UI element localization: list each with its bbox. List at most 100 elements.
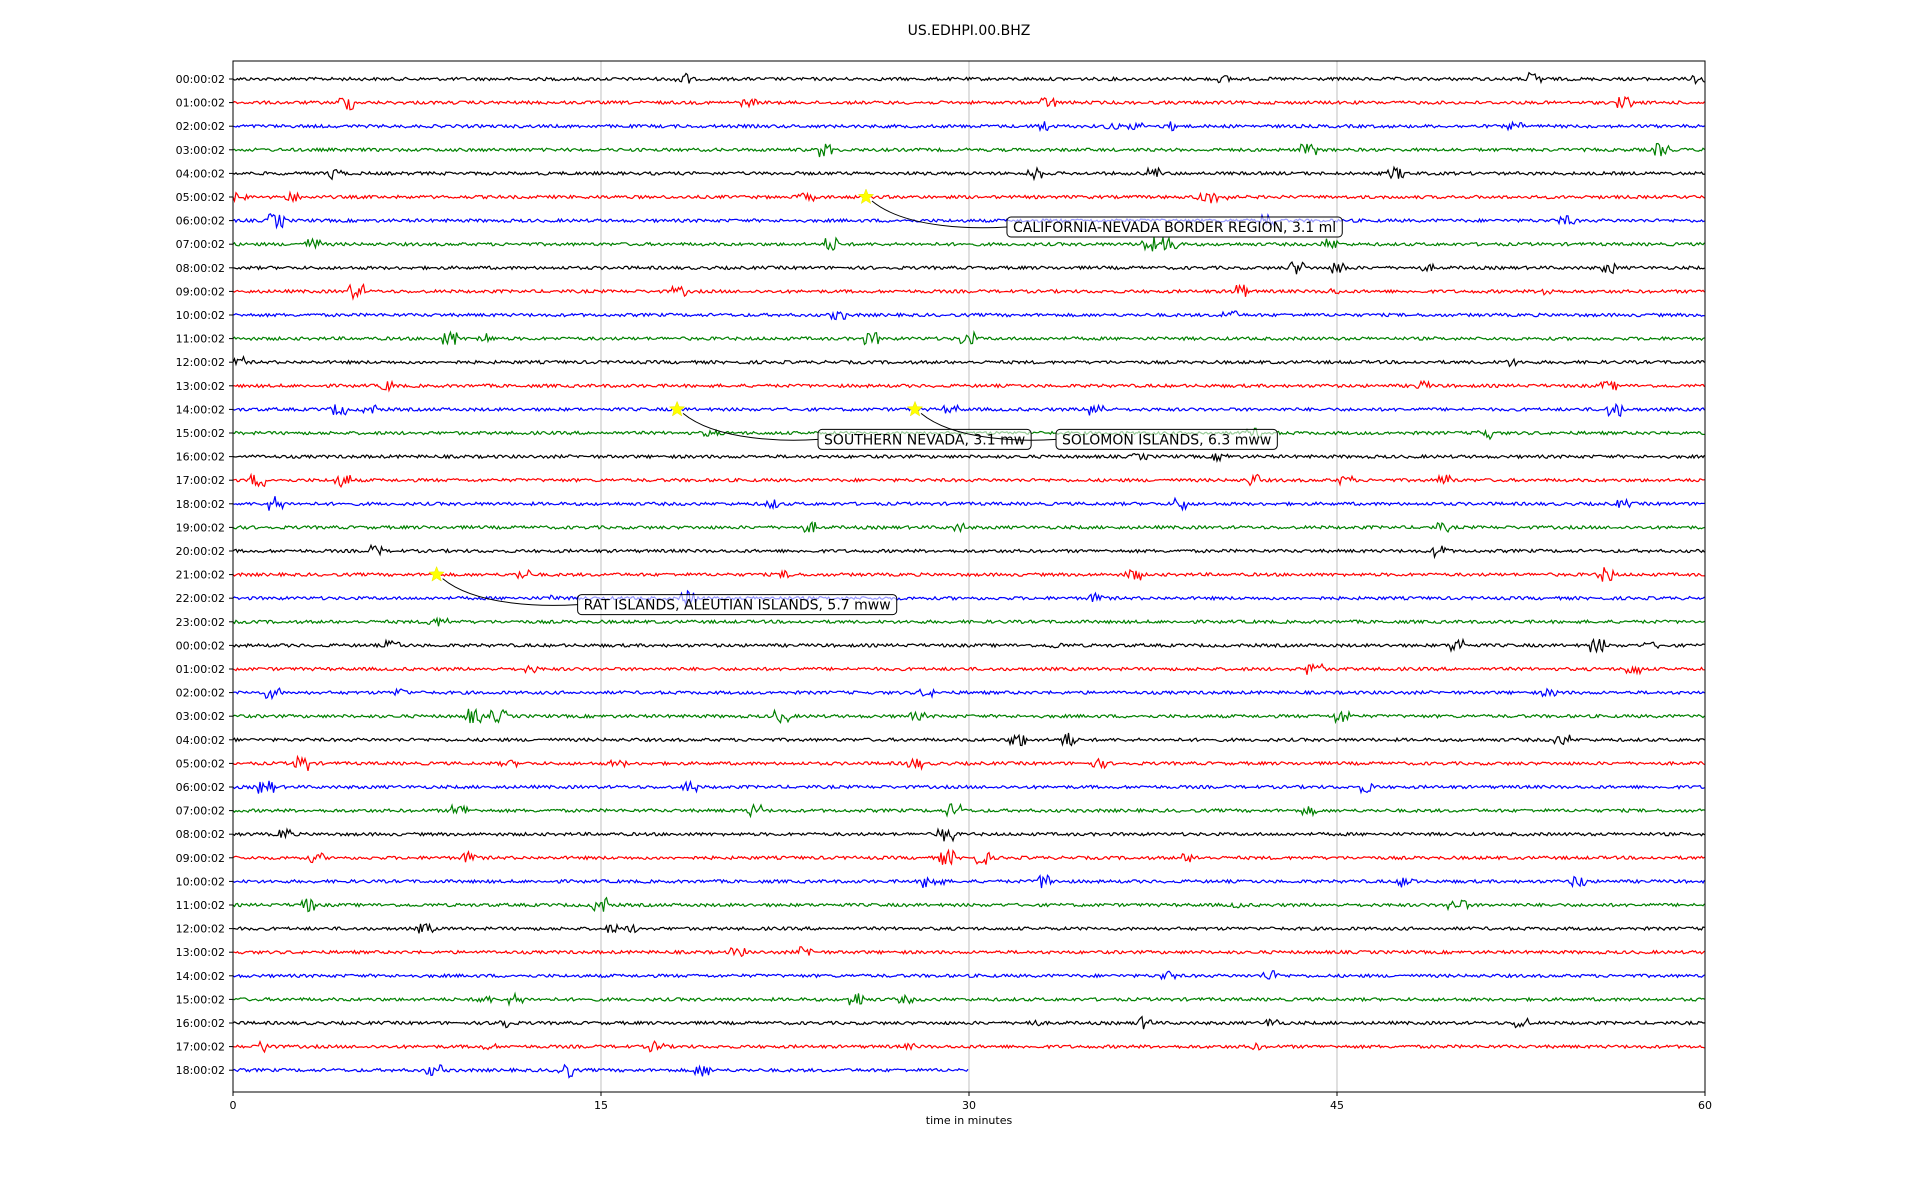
row-time-label: 16:00:02 [176, 1017, 225, 1030]
chart-title: US.EDHPI.00.BHZ [908, 23, 1031, 39]
event-label-box [1006, 216, 1343, 238]
event-label: SOLOMON ISLANDS, 6.3 mww [1062, 432, 1271, 448]
row-time-label: 10:00:02 [176, 309, 225, 322]
row-time-label: 14:00:02 [176, 970, 225, 983]
seismogram-trace [232, 329, 1705, 346]
row-time-label: 01:00:02 [176, 97, 225, 110]
plot-frame [232, 60, 1706, 1093]
row-time-label: 12:00:02 [176, 923, 225, 936]
seismogram-trace [232, 310, 1705, 321]
event-star-marker [668, 400, 686, 417]
row-time-label: 06:00:02 [176, 781, 225, 794]
seismogram-trace [232, 165, 1705, 182]
seismogram-trace [232, 754, 1705, 772]
row-time-label: 05:00:02 [176, 191, 225, 204]
row-time-label: 19:00:02 [176, 521, 225, 534]
x-tick-label: 0 [230, 1099, 237, 1112]
event-leader-line [871, 200, 1007, 229]
seismogram-trace [232, 95, 1705, 111]
seismogram-trace [233, 922, 1705, 934]
row-time-label: 07:00:02 [176, 238, 225, 251]
seismogram-trace [232, 379, 1706, 393]
event-leader-line [442, 578, 578, 606]
row-time-label: 08:00:02 [176, 828, 225, 841]
row-time-label: 00:00:02 [176, 639, 225, 652]
seismogram-trace [232, 71, 1705, 86]
seismogram-traces [232, 71, 1706, 1079]
row-time-label: 17:00:02 [176, 1041, 225, 1054]
seismogram-trace [232, 687, 1705, 701]
row-time-label: 10:00:02 [176, 875, 225, 888]
seismogram-trace [232, 848, 1705, 866]
event-label-box [1055, 428, 1278, 450]
seismogram-trace [232, 235, 1705, 252]
seismogram-trace [232, 543, 1705, 560]
event-label: CALIFORNIA-NEVADA BORDER REGION, 3.1 ml [1013, 220, 1336, 236]
seismogram-trace [232, 120, 1705, 133]
x-tick-label: 30 [962, 1099, 976, 1112]
row-time-label: 23:00:02 [176, 616, 225, 629]
row-time-label: 02:00:02 [176, 687, 225, 700]
row-time-label: 17:00:02 [176, 474, 225, 487]
row-time-label: 20:00:02 [176, 545, 225, 558]
row-time-label: 04:00:02 [176, 734, 225, 747]
event-star-marker [428, 565, 445, 582]
seismogram-trace [232, 873, 1706, 889]
row-time-label: 00:00:02 [176, 73, 225, 86]
seismogram-trace [233, 946, 1705, 958]
event-label: SOUTHERN NEVADA, 3.1 mw [824, 432, 1025, 448]
row-time-label: 04:00:02 [176, 167, 225, 180]
seismogram-trace [232, 261, 1705, 275]
row-time-label: 22:00:02 [176, 592, 225, 605]
row-time-label: 15:00:02 [176, 427, 225, 440]
x-axis-ticks: 0 15 30 45 60 [230, 1092, 1712, 1112]
seismogram-trace [232, 283, 1705, 301]
seismogram-trace [232, 1063, 969, 1079]
x-tick-label: 45 [1330, 1099, 1344, 1112]
row-time-labels: 00:00:02 01:00:02 02:00:02 03:00:02 04:00:02… [176, 73, 233, 1077]
row-time-label: 09:00:02 [176, 285, 225, 298]
x-axis-label: time in minutes [926, 1114, 1013, 1127]
row-time-label: 21:00:02 [176, 569, 225, 582]
event-annotations: CALIFORNIA-NEVADA BORDER REGION, 3.1 ml S… [428, 188, 1343, 616]
seismogram-trace [232, 779, 1705, 795]
row-time-label: 13:00:02 [176, 380, 225, 393]
seismogram-trace [232, 637, 1705, 654]
seismogram-trace [232, 827, 1705, 843]
seismogram-trace [232, 142, 1705, 158]
seismogram-trace [232, 616, 1705, 627]
seismogram-trace [232, 1039, 1705, 1054]
seismogram-trace [232, 472, 1705, 489]
seismogram-trace [232, 662, 1705, 676]
row-time-label: 03:00:02 [176, 710, 225, 723]
event-star-marker [857, 188, 875, 205]
event-leader-line [682, 413, 819, 441]
row-time-label: 12:00:02 [176, 356, 225, 369]
event-leader-line [920, 413, 1057, 441]
row-time-label: 08:00:02 [176, 262, 225, 275]
row-time-label: 11:00:02 [176, 333, 225, 346]
row-time-label: 15:00:02 [176, 993, 225, 1006]
row-time-label: 14:00:02 [176, 403, 225, 416]
seismogram-trace [232, 355, 1705, 368]
row-time-label: 16:00:02 [176, 451, 225, 464]
x-tick-label: 60 [1698, 1099, 1712, 1112]
seismogram-trace [232, 213, 1705, 230]
seismogram-trace [232, 707, 1705, 725]
row-time-label: 01:00:02 [176, 663, 225, 676]
event-star-marker [906, 400, 924, 417]
row-time-label: 18:00:02 [176, 1064, 225, 1077]
seismogram-trace [232, 896, 1705, 913]
seismogram-trace [232, 802, 1705, 819]
row-time-label: 03:00:02 [176, 144, 225, 157]
seismogram-trace [232, 567, 1705, 582]
row-time-label: 07:00:02 [176, 805, 225, 818]
row-time-label: 13:00:02 [176, 946, 225, 959]
seismogram-trace [232, 496, 1705, 512]
seismogram-trace [232, 970, 1705, 981]
seismogram-trace [232, 190, 1705, 204]
row-time-label: 02:00:02 [176, 120, 225, 133]
